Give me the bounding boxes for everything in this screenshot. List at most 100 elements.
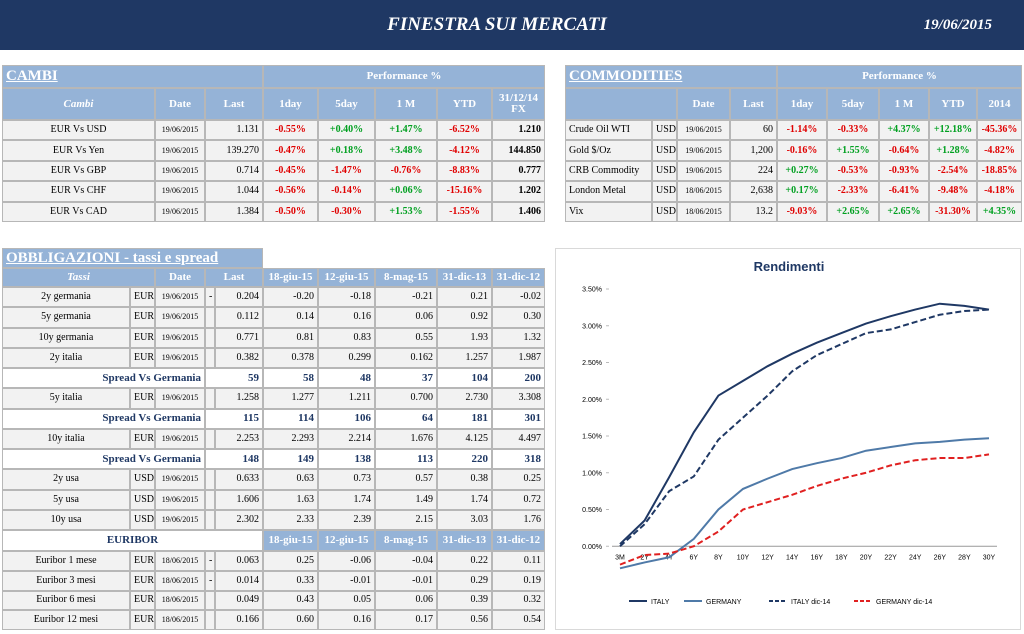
series-line [619, 453, 990, 566]
table-cell: 0.777 [492, 160, 545, 182]
row-last: 2.253 [215, 428, 263, 449]
row-value: 0.17 [375, 610, 437, 630]
spread-value: 113 [375, 449, 437, 470]
table-cell: +0.40% [318, 120, 375, 141]
row-value: 2.15 [375, 509, 437, 530]
column-header: 1day [777, 88, 827, 120]
column-header: Last [205, 88, 263, 120]
row-value: 0.38 [437, 469, 492, 490]
row-value: 1.32 [492, 327, 545, 348]
table-cell: Crude Oil WTI [565, 120, 652, 141]
table-cell: 19/06/2015 [155, 140, 205, 161]
table-cell: -6.41% [879, 181, 929, 202]
row-value: 0.299 [318, 347, 375, 368]
row-value: 0.22 [437, 551, 492, 571]
row-value: 0.57 [375, 469, 437, 490]
row-last: 0.014 [215, 570, 263, 591]
spread-last: 148 [205, 449, 263, 470]
row-date: 19/06/2015 [155, 469, 205, 490]
row-value: 0.92 [437, 307, 492, 328]
x-tick-label: 3M [615, 554, 625, 561]
table-cell: +1.28% [929, 140, 977, 161]
row-value: 2.33 [263, 509, 318, 530]
row-value: 2.214 [318, 428, 375, 449]
row-value: 0.72 [492, 489, 545, 510]
section-title: OBBLIGAZIONI - tassi e spread [2, 248, 263, 268]
table-cell: 1.384 [205, 201, 263, 222]
x-tick-label: 26Y [934, 554, 947, 561]
x-tick-label: 24Y [909, 554, 922, 561]
column-header: Date [155, 268, 205, 287]
table-cell: 13.2 [730, 201, 777, 222]
y-tick-label: 0.00% [582, 544, 602, 551]
row-name: 10y usa [2, 509, 130, 530]
row-value: -0.01 [318, 570, 375, 591]
column-header: 1day [263, 88, 318, 120]
y-tick-label: 3.50% [582, 287, 602, 294]
section-header: Performance % [263, 65, 545, 88]
table-cell: 19/06/2015 [155, 160, 205, 182]
row-value: 0.54 [492, 610, 545, 630]
y-tick-label: 1.50% [582, 434, 602, 441]
row-ccy: USD [130, 489, 155, 510]
row-value: 0.83 [318, 327, 375, 348]
spread-value: 64 [375, 408, 437, 429]
column-header: 31-dic-13 [437, 530, 492, 551]
column-header: Cambi [2, 88, 155, 120]
table-cell: -0.76% [375, 160, 437, 182]
table-cell: -0.93% [879, 160, 929, 182]
table-cell: CRB Commodity [565, 160, 652, 182]
table-cell: 144.850 [492, 140, 545, 161]
table-cell: -0.50% [263, 201, 318, 222]
row-name: Euribor 6 mesi [2, 590, 130, 611]
table-cell: USD [652, 140, 677, 161]
row-ccy: EUR [130, 590, 155, 611]
table-cell: USD [652, 181, 677, 202]
table-cell: +1.47% [375, 120, 437, 141]
column-header: Last [205, 268, 263, 287]
row-value: 4.497 [492, 428, 545, 449]
row-value: 0.73 [318, 469, 375, 490]
x-tick-label: 22Y [884, 554, 897, 561]
y-tick-label: 3.00% [582, 323, 602, 330]
section-title: EURIBOR [2, 530, 263, 551]
row-value: 0.63 [263, 469, 318, 490]
x-tick-label: 16Y [811, 554, 824, 561]
table-cell: +2.65% [879, 201, 929, 222]
row-value: 1.74 [437, 489, 492, 510]
row-date: 19/06/2015 [155, 287, 205, 308]
row-value: 0.55 [375, 327, 437, 348]
row-value: 1.74 [318, 489, 375, 510]
row-value: 0.32 [492, 590, 545, 611]
table-cell: +0.18% [318, 140, 375, 161]
row-value: 1.676 [375, 428, 437, 449]
column-header: 31-dic-12 [492, 268, 545, 287]
row-value: 1.211 [318, 388, 375, 409]
table-cell: -0.14% [318, 181, 375, 202]
row-value: 2.730 [437, 388, 492, 409]
row-name: 2y germania [2, 287, 130, 308]
table-cell: 1,200 [730, 140, 777, 161]
row-value: -0.04 [375, 551, 437, 571]
table-cell: USD [652, 120, 677, 141]
row-date: 19/06/2015 [155, 347, 205, 368]
table-cell: +2.65% [827, 201, 879, 222]
row-ccy: EUR [130, 388, 155, 409]
table-cell: -1.14% [777, 120, 827, 141]
spread-value: 301 [492, 408, 545, 429]
page-date: 19/06/2015 [923, 17, 992, 33]
x-tick-label: 28Y [958, 554, 971, 561]
row-name: 5y italia [2, 388, 130, 409]
table-cell: 19/06/2015 [155, 120, 205, 141]
row-value: -0.21 [375, 287, 437, 308]
column-header: YTD [437, 88, 492, 120]
row-date: 19/06/2015 [155, 307, 205, 328]
row-value: 0.21 [437, 287, 492, 308]
row-last: 1.606 [215, 489, 263, 510]
column-header: 5day [318, 88, 375, 120]
table-cell: -0.16% [777, 140, 827, 161]
x-tick-label: 18Y [835, 554, 848, 561]
row-date: 18/06/2015 [155, 610, 205, 630]
series-line [619, 437, 990, 570]
